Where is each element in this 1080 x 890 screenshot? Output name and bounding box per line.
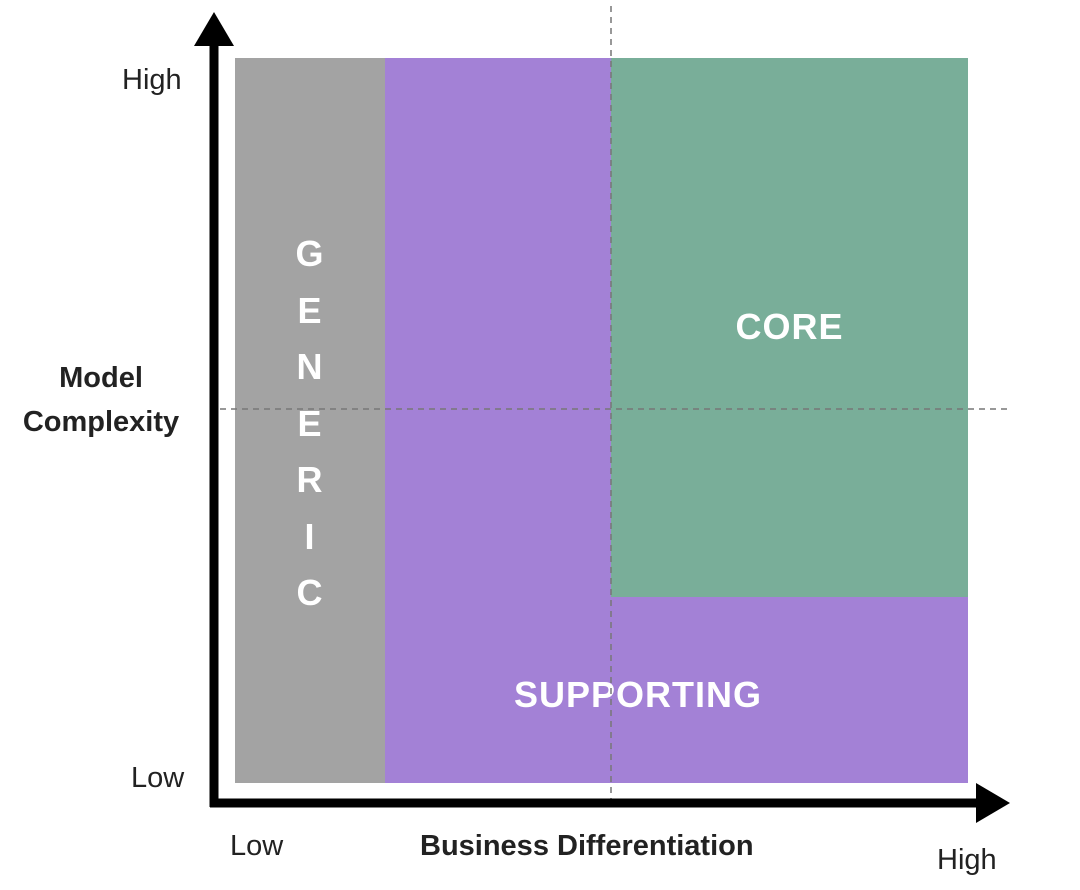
supporting-region-lower [385,597,968,783]
supporting-region-upper [385,58,611,598]
x-axis-high-label: High [937,844,997,876]
generic-label-letter: R [296,459,324,500]
core-region [611,58,968,597]
y-axis-title: Model Complexity [0,356,202,444]
y-axis-title-line1: Model [59,362,143,394]
y-axis-high-label: High [122,64,182,96]
y-axis-arrow-icon [194,12,234,46]
generic-label-letter: E [297,289,323,331]
generic-label-letter: G [295,233,325,274]
generic-label-letter: C [296,572,324,613]
x-axis-title: Business Differentiation [420,830,754,862]
x-axis-low-label: Low [230,830,284,862]
y-axis-title-line2: Complexity [22,406,180,438]
supporting-label: SUPPORTING [513,674,763,715]
x-axis-arrow-icon [976,783,1010,823]
core-label: CORE [735,306,844,347]
y-axis-low-label: Low [131,762,185,794]
generic-label-letter: I [304,515,316,557]
generic-region [235,58,385,783]
generic-label-letter: N [296,346,324,387]
